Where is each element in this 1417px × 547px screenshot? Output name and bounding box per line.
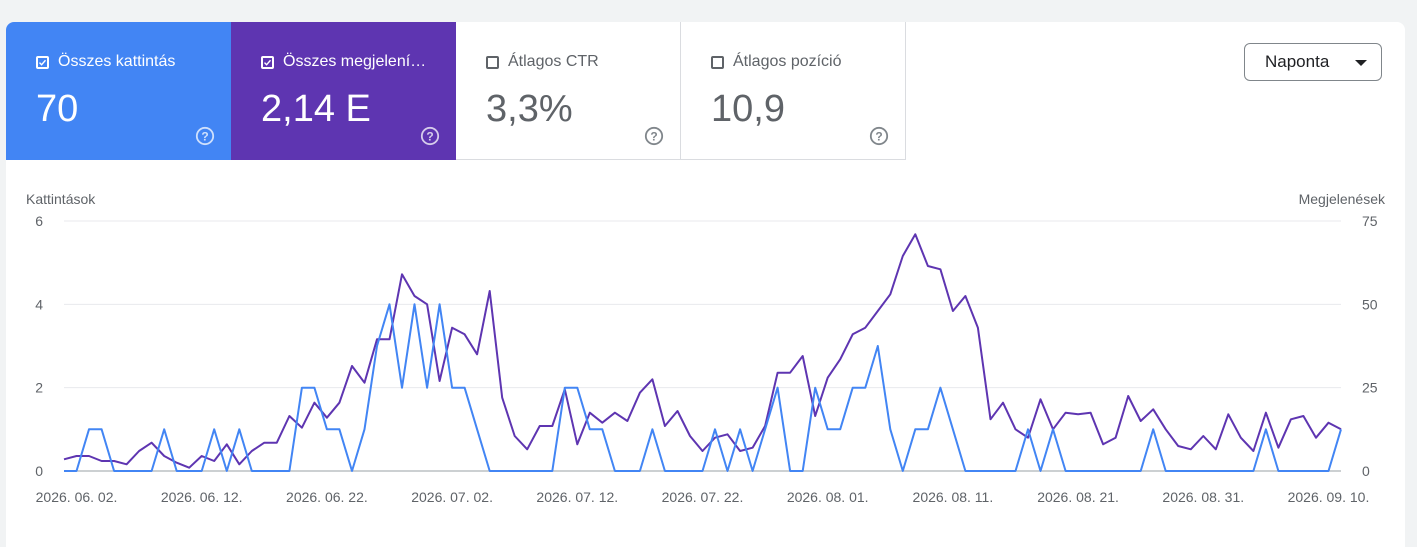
tile-total-clicks[interactable]: Összes kattintás 70 ? xyxy=(6,22,231,160)
tile-value: 70 xyxy=(36,88,79,130)
y-axis-right-label: Megjelenések xyxy=(1299,191,1386,207)
granularity-dropdown[interactable]: Naponta xyxy=(1244,43,1382,81)
x-tick-label: 2026. 08. 11. xyxy=(913,489,994,505)
tile-header: Összes megjelení… xyxy=(261,53,426,71)
caret-down-icon xyxy=(1355,60,1367,66)
tile-header: Átlagos CTR xyxy=(486,53,599,71)
x-tick-label: 2026. 06. 02. xyxy=(36,489,118,505)
tile-header: Összes kattintás xyxy=(36,53,175,71)
checkbox-checked-icon[interactable] xyxy=(261,55,274,69)
y-tick-right-label: 0 xyxy=(1362,463,1370,479)
clicks-series-line[interactable] xyxy=(64,303,1342,472)
tile-value: 2,14 E xyxy=(261,88,371,130)
tile-total-impressions[interactable]: Összes megjelení… 2,14 E ? xyxy=(231,22,456,160)
x-tick-label: 2026. 08. 01. xyxy=(787,489,869,505)
gridlines xyxy=(64,220,1341,472)
y-ticks: 0 2 4 6 0 25 50 75 xyxy=(35,213,1378,479)
y-tick-right-label: 75 xyxy=(1362,213,1378,229)
x-tick-label: 2026. 07. 02. xyxy=(411,489,493,505)
svg-text:?: ? xyxy=(426,129,433,143)
metric-tiles: Összes kattintás 70 ? Összes megjelení… … xyxy=(6,22,906,160)
x-tick-label: 2026. 08. 21. xyxy=(1037,489,1119,505)
tile-label: Átlagos pozíció xyxy=(733,53,842,70)
x-tick-label: 2026. 07. 22. xyxy=(662,489,744,505)
performance-chart: Kattintások Megjelenések 0 2 4 6 0 25 50 75 202… xyxy=(26,191,1386,505)
checkbox-checked-icon[interactable] xyxy=(36,55,49,69)
y-tick-left-label: 6 xyxy=(35,213,43,229)
x-tick-label: 2026. 08. 31. xyxy=(1162,489,1244,505)
y-tick-left-label: 0 xyxy=(35,463,43,479)
performance-card: Összes kattintás 70 ? Összes megjelení… … xyxy=(6,22,1405,547)
tile-label: Átlagos CTR xyxy=(508,53,599,70)
svg-text:?: ? xyxy=(201,129,208,143)
help-icon[interactable]: ? xyxy=(195,126,215,146)
x-tick-label: 2026. 07. 12. xyxy=(536,489,618,505)
x-tick-label: 2026. 06. 12. xyxy=(161,489,243,505)
tile-average-ctr[interactable]: Átlagos CTR 3,3% ? xyxy=(456,22,681,160)
dropdown-label: Naponta xyxy=(1265,52,1330,71)
x-tick-label: 2026. 06. 22. xyxy=(286,489,368,505)
tile-header: Átlagos pozíció xyxy=(711,53,842,71)
series-lines xyxy=(63,233,1342,472)
x-tick-label: 2026. 09. 10. xyxy=(1288,489,1370,505)
svg-text:?: ? xyxy=(875,129,882,143)
checkbox-unchecked-icon[interactable] xyxy=(486,55,499,69)
tile-label: Összes kattintás xyxy=(58,53,176,70)
svg-text:?: ? xyxy=(650,129,657,143)
help-icon[interactable]: ? xyxy=(420,126,440,146)
y-tick-right-label: 50 xyxy=(1362,296,1378,312)
help-icon[interactable]: ? xyxy=(869,126,889,146)
tile-average-position[interactable]: Átlagos pozíció 10,9 ? xyxy=(681,22,906,160)
tile-value: 10,9 xyxy=(711,88,785,130)
y-tick-right-label: 25 xyxy=(1362,380,1378,396)
impressions-series-line[interactable] xyxy=(63,233,1342,469)
y-axis-left-label: Kattintások xyxy=(26,191,96,207)
x-ticks: 2026. 06. 02. 2026. 06. 12. 2026. 06. 22. 2… xyxy=(36,489,1370,505)
help-icon[interactable]: ? xyxy=(644,126,664,146)
y-tick-left-label: 2 xyxy=(35,380,43,396)
tile-label: Összes megjelení… xyxy=(283,53,427,70)
checkbox-unchecked-icon[interactable] xyxy=(711,55,724,69)
tile-value: 3,3% xyxy=(486,88,573,130)
y-tick-left-label: 4 xyxy=(35,296,43,312)
